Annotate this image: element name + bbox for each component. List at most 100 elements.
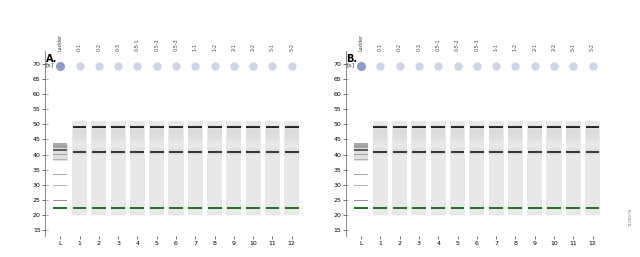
Bar bbox=[150, 207, 164, 208]
Bar bbox=[188, 138, 202, 139]
Bar bbox=[169, 126, 183, 128]
Bar bbox=[412, 128, 426, 129]
Bar bbox=[393, 126, 406, 128]
Bar bbox=[393, 140, 406, 141]
Bar bbox=[547, 150, 561, 151]
Bar bbox=[373, 137, 387, 138]
Text: Ladder: Ladder bbox=[358, 34, 364, 51]
Bar bbox=[188, 126, 202, 128]
Bar bbox=[431, 137, 445, 138]
Bar bbox=[470, 126, 484, 128]
Bar bbox=[470, 127, 484, 128]
Bar bbox=[92, 151, 106, 153]
Bar bbox=[266, 128, 280, 129]
Bar bbox=[508, 137, 522, 138]
Bar bbox=[266, 131, 280, 132]
Bar bbox=[53, 174, 67, 175]
Bar bbox=[266, 153, 280, 154]
Bar bbox=[373, 131, 387, 132]
Text: 5-1: 5-1 bbox=[571, 43, 576, 51]
Text: 0-1: 0-1 bbox=[77, 43, 82, 51]
Bar bbox=[566, 133, 580, 134]
Bar bbox=[72, 127, 86, 128]
Bar bbox=[566, 141, 580, 142]
Bar bbox=[393, 151, 406, 153]
Bar bbox=[227, 153, 241, 154]
Bar bbox=[92, 138, 106, 139]
Bar bbox=[431, 130, 445, 131]
Bar bbox=[566, 132, 580, 133]
Bar bbox=[92, 149, 106, 150]
Bar bbox=[508, 133, 522, 134]
Bar bbox=[528, 137, 541, 138]
Bar bbox=[431, 138, 445, 139]
Bar bbox=[207, 139, 221, 140]
Bar bbox=[431, 139, 445, 140]
Bar bbox=[393, 133, 406, 134]
Bar bbox=[431, 140, 445, 141]
Bar bbox=[586, 151, 600, 153]
Bar bbox=[92, 137, 106, 138]
Bar bbox=[131, 129, 145, 130]
Bar bbox=[470, 153, 484, 154]
Bar bbox=[72, 207, 86, 208]
Bar bbox=[246, 137, 260, 138]
Bar bbox=[508, 148, 522, 149]
Bar bbox=[508, 134, 522, 135]
Bar bbox=[285, 153, 299, 154]
Bar bbox=[53, 207, 67, 208]
Bar bbox=[489, 207, 503, 208]
Bar bbox=[373, 148, 387, 149]
Bar bbox=[246, 128, 260, 129]
Bar bbox=[508, 141, 522, 142]
Bar bbox=[246, 140, 260, 141]
Bar bbox=[169, 154, 183, 155]
Bar bbox=[246, 153, 260, 154]
Bar bbox=[53, 145, 68, 161]
Bar bbox=[111, 148, 125, 149]
Bar bbox=[266, 130, 280, 131]
Bar bbox=[354, 154, 368, 155]
Bar bbox=[285, 136, 299, 137]
Bar bbox=[586, 140, 600, 141]
Bar bbox=[393, 150, 406, 151]
Bar bbox=[227, 140, 241, 141]
Bar bbox=[586, 135, 600, 136]
Bar bbox=[451, 130, 465, 131]
Bar bbox=[169, 139, 183, 140]
Bar bbox=[265, 121, 280, 215]
Bar bbox=[528, 150, 541, 151]
Bar bbox=[72, 151, 86, 153]
Bar bbox=[111, 207, 125, 208]
Bar bbox=[227, 130, 241, 131]
Text: 0.5-2: 0.5-2 bbox=[455, 39, 460, 51]
Bar bbox=[412, 154, 426, 155]
Bar bbox=[169, 150, 183, 151]
Bar bbox=[169, 130, 183, 131]
Bar bbox=[53, 159, 67, 160]
Bar bbox=[188, 136, 202, 137]
Bar bbox=[207, 138, 221, 139]
Text: 0.5-2: 0.5-2 bbox=[154, 39, 159, 51]
Bar bbox=[149, 121, 164, 215]
Bar bbox=[207, 126, 221, 128]
Bar bbox=[227, 137, 241, 138]
Bar bbox=[566, 135, 580, 136]
Bar bbox=[373, 141, 387, 142]
Text: 5-2: 5-2 bbox=[289, 43, 294, 51]
Bar bbox=[566, 138, 580, 139]
Bar bbox=[188, 134, 202, 135]
Bar bbox=[266, 151, 280, 153]
Bar bbox=[169, 151, 183, 153]
Text: [s]: [s] bbox=[46, 62, 54, 67]
Bar bbox=[393, 207, 406, 208]
Bar bbox=[227, 132, 241, 133]
Bar bbox=[150, 134, 164, 135]
Bar bbox=[150, 126, 164, 128]
Bar bbox=[585, 121, 600, 215]
Bar bbox=[92, 127, 106, 128]
Bar bbox=[470, 140, 484, 141]
Bar bbox=[285, 154, 299, 155]
Bar bbox=[547, 138, 561, 139]
Bar bbox=[150, 138, 164, 139]
